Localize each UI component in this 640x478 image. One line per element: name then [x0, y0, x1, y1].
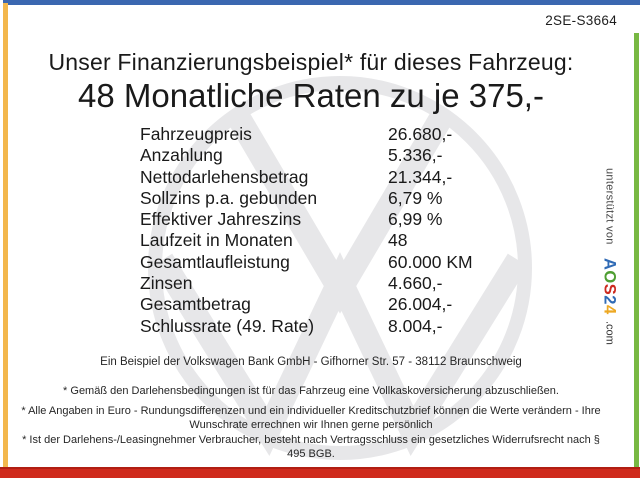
table-row: Schlussrate (49. Rate) 8.004,-	[140, 316, 540, 337]
supported-by-strip: unterstützt von AOS24 .com	[601, 168, 619, 346]
row-value: 8.004,-	[388, 315, 443, 336]
row-label: Zinsen	[140, 273, 193, 294]
row-value: 6,99 %	[388, 209, 443, 230]
logo-letter: 4	[600, 305, 619, 315]
row-value: 48	[388, 230, 408, 251]
aos24-logo: AOS24	[601, 258, 619, 315]
disclaimer-insurance: * Gemäß den Darlehensbedingungen ist für…	[63, 385, 559, 397]
logo-letter: S	[600, 283, 619, 296]
table-row: Zinsen 4.660,-	[140, 273, 540, 294]
row-label: Gesamtbetrag	[140, 294, 251, 315]
right-border-bar	[634, 33, 639, 467]
row-value: 5.336,-	[388, 145, 443, 166]
row-value: 21.344,-	[388, 166, 453, 187]
row-value: 26.680,-	[388, 124, 453, 144]
row-value: 6,79 %	[388, 187, 443, 208]
row-label: Effektiver Jahreszins	[140, 209, 302, 230]
logo-letter: O	[600, 270, 619, 284]
aos24-domain-suffix: .com	[603, 321, 616, 346]
table-row: Gesamtlaufleistung 60.000 KM	[140, 252, 540, 273]
finance-table: Fahrzeugpreis 26.680,- Anzahlung 5.336,-…	[140, 124, 540, 337]
table-row: Sollzins p.a. gebunden 6,79 %	[140, 188, 540, 209]
bottom-border-bar	[0, 467, 640, 478]
document-code: 2SE-S3664	[545, 13, 617, 28]
table-row: Effektiver Jahreszins 6,99 %	[140, 209, 540, 230]
row-label: Nettodarlehensbetrag	[140, 166, 309, 187]
row-value: 60.000 KM	[388, 251, 473, 272]
disclaimer-withdrawal-right: * Ist der Darlehens-/Leasingnehmer Verbr…	[22, 434, 600, 460]
table-row: Laufzeit in Monaten 48	[140, 230, 540, 251]
table-row: Gesamtbetrag 26.004,-	[140, 294, 540, 315]
bank-address-line: Ein Beispiel der Volkswagen Bank GmbH - …	[100, 356, 522, 368]
row-label: Gesamtlaufleistung	[140, 251, 290, 272]
table-row: Fahrzeugpreis 26.680,-	[140, 124, 540, 145]
vw-logo-watermark-icon	[148, 76, 532, 460]
row-label: Schlussrate (49. Rate)	[140, 315, 315, 336]
top-border-bar	[3, 0, 640, 5]
left-border-bar	[3, 3, 8, 467]
page-subtitle: 48 Monatliche Raten zu je 375,-	[78, 77, 544, 114]
row-label: Sollzins p.a. gebunden	[140, 187, 318, 208]
table-row: Nettodarlehensbetrag 21.344,-	[140, 167, 540, 188]
logo-letter: 2	[600, 295, 619, 306]
disclaimer-euro-values: * Alle Angaben in Euro - Rundungsdiffere…	[21, 405, 601, 431]
row-label: Fahrzeugpreis	[140, 124, 252, 144]
supported-by-label: unterstützt von	[603, 168, 616, 245]
row-label: Laufzeit in Monaten	[140, 230, 293, 251]
row-value: 4.660,-	[388, 273, 443, 294]
page-title: Unser Finanzierungsbeispiel* für dieses …	[48, 49, 574, 75]
table-row: Anzahlung 5.336,-	[140, 145, 540, 166]
logo-letter: A	[600, 258, 619, 271]
row-label: Anzahlung	[140, 145, 223, 166]
row-value: 26.004,-	[388, 294, 453, 315]
